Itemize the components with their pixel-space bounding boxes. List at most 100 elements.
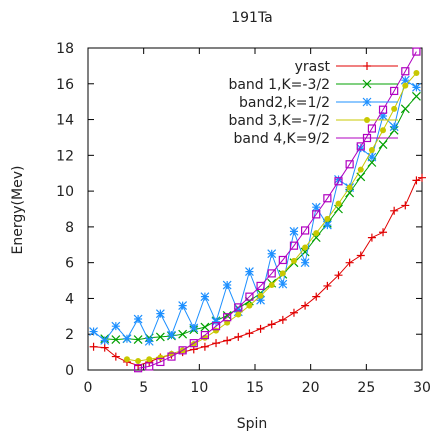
data-point (412, 47, 421, 56)
data-point (289, 241, 299, 250)
data-point (412, 91, 421, 101)
data-point (278, 279, 288, 289)
data-point (135, 358, 142, 365)
legend-label: band2,k=1/2 (239, 95, 330, 111)
data-point (362, 133, 372, 143)
y-tick-label: 4 (65, 291, 74, 307)
legend: yrast band 1,K=-3/2 band2,k=1/2 band 3,K=-7… (228, 59, 398, 147)
data-point (345, 258, 354, 267)
x-tick-label: 15 (246, 380, 264, 396)
data-point (323, 194, 332, 203)
data-point (378, 140, 388, 150)
x-tick-label: 30 (413, 380, 431, 396)
data-point (412, 176, 421, 185)
data-point (412, 82, 421, 92)
data-point (345, 160, 354, 169)
data-point (346, 184, 353, 191)
data-point (245, 292, 254, 301)
data-point (223, 313, 232, 322)
data-point (401, 201, 410, 210)
data-point (302, 244, 309, 251)
x-tick-label: 20 (302, 380, 320, 396)
data-point (290, 257, 297, 264)
data-point (279, 270, 286, 277)
legend-label: band 4,K=9/2 (234, 131, 330, 147)
data-point (301, 301, 310, 310)
data-point (100, 336, 110, 345)
data-point (146, 356, 153, 363)
series-layer (89, 47, 426, 373)
legend-label: yrast (295, 59, 331, 75)
data-point (155, 309, 165, 319)
data-point (368, 146, 375, 153)
data-point (278, 315, 287, 324)
data-point (155, 332, 165, 342)
data-point (211, 317, 221, 327)
data-point (167, 352, 176, 361)
data-point (323, 281, 332, 290)
data-point (300, 258, 310, 268)
series-0 (89, 173, 426, 370)
data-point (312, 210, 321, 219)
legend-label: band 1,K=-3/2 (228, 77, 330, 93)
data-point (189, 339, 198, 348)
series-line (93, 177, 423, 367)
data-point (100, 343, 109, 352)
data-point (222, 280, 232, 290)
data-point (322, 220, 332, 230)
data-point (133, 314, 143, 324)
data-point (111, 352, 120, 361)
y-tick-label: 8 (65, 220, 74, 236)
data-point (335, 200, 342, 207)
data-point (367, 124, 376, 133)
data-point (178, 301, 188, 311)
data-point (324, 215, 331, 222)
data-point (364, 117, 370, 123)
x-axis-label: Spin (237, 416, 268, 432)
data-point (312, 292, 321, 301)
y-tick-label: 12 (56, 148, 74, 164)
data-point (200, 322, 210, 332)
data-point (278, 255, 287, 265)
data-point (267, 249, 277, 259)
data-point (267, 320, 276, 329)
data-point (400, 75, 410, 85)
data-point (123, 356, 130, 363)
data-point (246, 302, 253, 309)
series-1 (100, 91, 421, 345)
data-point (89, 342, 98, 351)
data-point (178, 346, 187, 355)
data-point (356, 143, 366, 153)
data-point (157, 354, 164, 361)
data-point (367, 233, 376, 242)
data-point (367, 152, 377, 162)
data-point (134, 364, 143, 373)
data-point (334, 177, 343, 186)
data-point (390, 86, 399, 96)
y-tick-label: 18 (56, 41, 74, 57)
data-point (200, 292, 210, 302)
data-point (289, 226, 299, 236)
y-tick-label: 0 (65, 363, 74, 379)
data-point (334, 271, 343, 280)
data-point (362, 79, 372, 89)
data-point (418, 173, 426, 182)
data-point (356, 251, 365, 260)
data-point (211, 322, 221, 331)
data-point (391, 105, 398, 112)
data-point (245, 329, 254, 338)
data-point (257, 292, 264, 299)
data-point (178, 329, 188, 339)
data-point (311, 233, 321, 243)
y-axis-label: Energy(Mev) (10, 166, 26, 255)
data-point (334, 204, 343, 214)
data-point (167, 330, 176, 340)
data-point (189, 323, 199, 333)
x-tick-label: 25 (357, 380, 375, 396)
data-point (256, 295, 265, 305)
data-point (390, 206, 399, 215)
data-point (356, 142, 365, 151)
data-point (144, 336, 154, 346)
data-point (212, 339, 221, 348)
data-point (234, 303, 243, 312)
